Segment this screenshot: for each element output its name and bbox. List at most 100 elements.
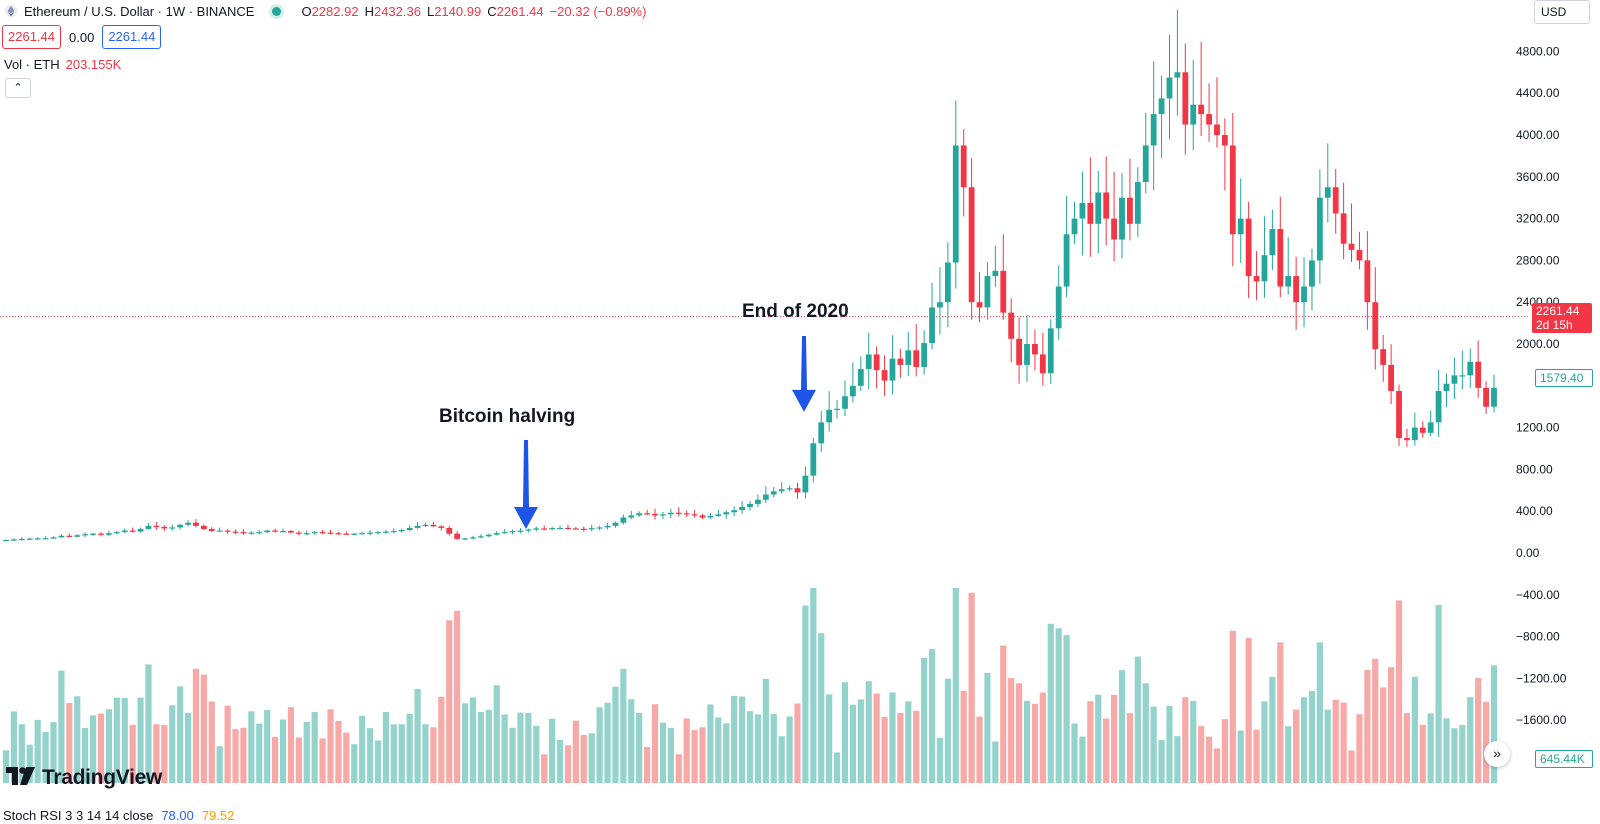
candle-body <box>1055 286 1062 329</box>
candle-body <box>881 370 888 381</box>
candle-body <box>509 531 516 533</box>
candle-body <box>383 531 389 533</box>
volume-bar <box>921 657 928 783</box>
volume-axis-label: 645.44K <box>1535 750 1593 768</box>
volume-bar <box>1380 687 1387 783</box>
volume-bar <box>731 695 738 783</box>
volume-bar <box>469 697 477 783</box>
candle-body <box>137 528 144 532</box>
volume-bar <box>1213 748 1221 783</box>
candle-body <box>113 532 120 534</box>
low-label: L <box>426 3 435 19</box>
volume-bar <box>509 727 516 783</box>
volume-bar <box>477 711 484 783</box>
volume-bar <box>1237 730 1244 783</box>
volume-bar <box>1245 638 1252 783</box>
candle-body <box>1158 98 1165 115</box>
candle-body <box>802 475 809 493</box>
tradingview-icon <box>6 766 36 790</box>
volume-bar <box>1300 697 1308 783</box>
candle-body <box>818 422 825 444</box>
candle-body <box>549 528 556 530</box>
volume-bar <box>517 712 524 783</box>
volume-bar <box>936 737 944 783</box>
candle-body <box>145 525 152 529</box>
volume-bar <box>1158 740 1165 783</box>
volume-bar <box>454 610 461 783</box>
scroll-to-realtime-button[interactable]: » <box>1484 741 1510 767</box>
volume-bar <box>1403 713 1411 783</box>
candle-body <box>905 350 912 365</box>
buy-price-button[interactable]: 2261.44 <box>102 25 162 49</box>
y-axis-tick: 400.00 <box>1516 504 1553 518</box>
volume-bar <box>928 649 936 783</box>
volume-bar <box>1388 667 1395 783</box>
volume-bar <box>857 699 864 783</box>
volume-bar <box>873 693 880 783</box>
currency-selector[interactable]: USD <box>1534 0 1590 24</box>
candle-body <box>105 533 112 535</box>
volume-bar <box>588 733 595 783</box>
volume-bar <box>1055 628 1062 783</box>
candle-body <box>1174 72 1181 78</box>
candle-body <box>873 354 880 371</box>
volume-bar <box>715 717 722 783</box>
candle-body <box>525 529 532 531</box>
candle-body <box>1008 312 1015 339</box>
collapse-legend-button[interactable]: ⌃ <box>5 78 31 98</box>
candle-body <box>256 532 263 534</box>
candle-body <box>1396 391 1402 439</box>
volume-bar <box>74 696 81 783</box>
candle-body <box>34 538 41 540</box>
symbol-title[interactable]: Ethereum / U.S. Dollar · 1W · BINANCE <box>24 3 255 19</box>
y-axis-tick: −1200.00 <box>1516 671 1567 685</box>
candle-body <box>849 385 856 397</box>
candle-body <box>74 535 81 537</box>
volume-bar <box>794 703 801 783</box>
candle-body <box>1111 218 1117 240</box>
volume-bar <box>651 704 659 783</box>
candle-body <box>794 488 801 493</box>
volume-bar <box>738 696 746 783</box>
tradingview-logo[interactable]: TradingView <box>6 765 162 791</box>
volume-bar <box>841 682 849 783</box>
candle-body <box>1119 197 1125 240</box>
volume-bar <box>216 746 223 783</box>
candle-body <box>731 510 738 513</box>
volume-bar <box>786 716 793 783</box>
volume-bar <box>240 727 247 783</box>
candle-body <box>414 525 421 528</box>
candle-body <box>1316 197 1323 261</box>
volume-bar <box>319 738 326 783</box>
candle-body <box>66 535 73 537</box>
volume-bar <box>66 703 73 783</box>
candle-body <box>1261 255 1268 282</box>
candle-body <box>1182 72 1189 125</box>
volume-bar <box>968 592 975 783</box>
volume-bar <box>802 605 809 783</box>
volume-bar <box>1332 699 1339 783</box>
sell-price-button[interactable]: 2261.44 <box>2 25 61 49</box>
volume-bar <box>485 709 492 783</box>
candle-body <box>1214 124 1220 135</box>
candle-body <box>517 530 524 532</box>
candle-body <box>470 537 476 539</box>
volume-bar <box>992 741 999 783</box>
volume-bar <box>390 724 397 783</box>
volume-bar <box>414 688 421 783</box>
volume-bar <box>137 697 144 783</box>
volume-bar <box>82 728 89 783</box>
candle-body <box>462 538 468 540</box>
volume-legend: Vol · ETH 203.155K <box>4 57 121 72</box>
candle-body <box>826 409 833 423</box>
candle-body <box>351 533 358 535</box>
volume-bar <box>161 725 168 783</box>
volume-bar <box>675 754 682 783</box>
volume-bar <box>438 696 445 783</box>
candle-body <box>18 538 25 541</box>
volume-bar <box>351 744 358 783</box>
volume-bar <box>248 711 255 783</box>
y-axis-tick: 3200.00 <box>1516 212 1560 226</box>
